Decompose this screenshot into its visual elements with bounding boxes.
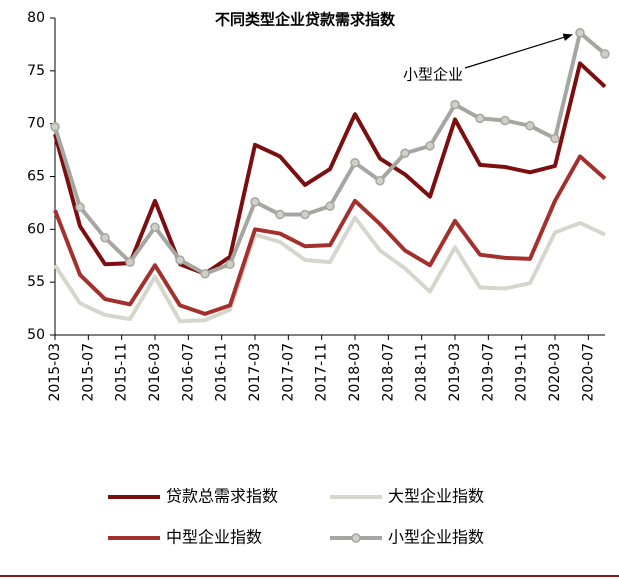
series-marker (150, 222, 160, 232)
x-tick-label: 2017-07 (280, 343, 296, 402)
series-marker (175, 255, 185, 265)
chart-title: 不同类型企业贷款需求指数 (215, 11, 396, 29)
series-marker (425, 141, 435, 151)
series-marker (225, 259, 235, 269)
series-marker (500, 115, 510, 126)
series-line (53, 215, 606, 324)
series-marker (275, 209, 285, 220)
legend-marker (351, 533, 361, 543)
series-marker (600, 49, 610, 59)
y-tick-label: 55 (27, 274, 45, 290)
series-marker (250, 197, 260, 207)
y-tick-label: 60 (27, 221, 45, 237)
series-marker (200, 268, 210, 279)
series-marker (400, 148, 410, 159)
series-marker (125, 257, 135, 267)
x-tick-label: 2015-07 (80, 343, 96, 402)
series-marker (75, 202, 85, 212)
legend-label: 贷款总需求指数 (166, 487, 278, 506)
y-tick-label: 65 (27, 169, 45, 185)
series-line (53, 154, 607, 316)
series-marker (50, 122, 60, 132)
series-marker (550, 133, 560, 144)
series-line (53, 30, 607, 276)
series-marker (100, 233, 110, 243)
series-marker (375, 175, 385, 186)
x-tick-label: 2017-11 (314, 343, 330, 402)
x-tick-label: 2020-03 (547, 343, 563, 402)
x-tick-label: 2016-03 (147, 343, 163, 402)
annotation-text: 小型企业 (403, 66, 463, 84)
legend-label: 小型企业指数 (388, 528, 484, 547)
legend-label: 中型企业指数 (166, 528, 262, 547)
series-marker (525, 121, 535, 131)
x-tick-label: 2019-07 (480, 343, 496, 402)
x-tick-label: 2019-03 (447, 343, 463, 402)
series-marker (300, 209, 310, 220)
y-tick-label: 70 (27, 116, 45, 132)
y-tick-label: 50 (27, 327, 45, 343)
series-marker (450, 99, 460, 110)
series-marker (350, 158, 360, 168)
x-tick-label: 2016-07 (180, 343, 196, 402)
x-tick-label: 2015-11 (114, 343, 130, 402)
series-marker (475, 113, 485, 124)
legend-label: 大型企业指数 (388, 487, 484, 506)
x-tick-label: 2016-11 (214, 343, 230, 402)
annotation-arrow (464, 33, 573, 69)
x-tick-label: 2020-07 (580, 343, 596, 402)
series-marker (575, 28, 585, 38)
series-line (53, 61, 607, 276)
x-tick-label: 2015-03 (47, 343, 63, 402)
x-tick-label: 2017-03 (247, 343, 263, 402)
y-tick-label: 80 (27, 10, 45, 26)
x-tick-label: 2018-07 (380, 343, 396, 402)
x-tick-label: 2019-11 (514, 343, 530, 402)
x-tick-label: 2018-03 (347, 343, 363, 402)
series-marker (325, 201, 335, 211)
x-tick-label: 2018-11 (414, 343, 430, 402)
y-tick-label: 75 (27, 63, 45, 79)
